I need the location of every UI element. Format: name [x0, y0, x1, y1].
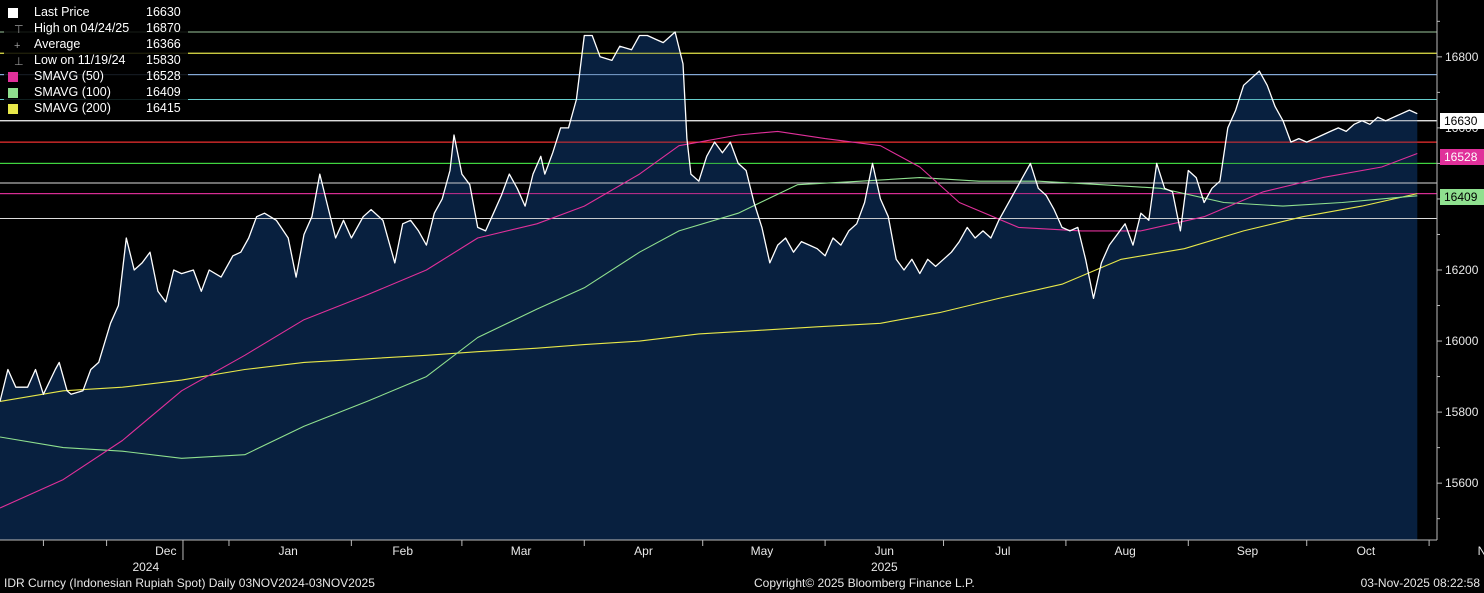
smavg-50-tag: 16528: [1440, 149, 1484, 165]
y-tick-label: 16200: [1445, 263, 1479, 277]
legend-label: Last Price: [34, 5, 90, 19]
x-tick-label: Feb: [392, 544, 413, 558]
legend-label: SMAVG (50): [34, 69, 104, 83]
x-tick-label: Apr: [634, 544, 653, 558]
legend-entry-high: ⊤ High on 04/24/25 16870: [4, 20, 188, 36]
x-axis: Dec Jan Feb Mar Apr May Jun Jul Aug Sep Oct Nov 2024…: [42, 540, 1484, 574]
footer-description: IDR Curncy (Indonesian Rupiah Spot) Dail…: [4, 576, 375, 590]
legend-entry-last-price: Last Price 16630: [4, 4, 188, 20]
legend-label: SMAVG (100): [34, 85, 111, 99]
x-tick-label: Mar: [511, 544, 532, 558]
legend-label: Low on 11/19/24: [34, 53, 126, 67]
x-tick-label: Jul: [995, 544, 1010, 558]
legend-value: 16870: [146, 21, 181, 35]
high-marker-icon: ⊤: [14, 24, 24, 36]
green-square-icon: [8, 86, 18, 98]
legend-value: 16366: [146, 37, 181, 51]
smavg-100-tag: 16409: [1440, 189, 1484, 205]
legend-value: 15830: [146, 53, 181, 67]
last-price-line: [0, 31, 1418, 402]
low-marker-icon: ⊥: [14, 56, 24, 68]
legend-label: High on 04/24/25: [34, 21, 130, 35]
legend-entry-average: + Average 16366: [4, 36, 188, 52]
legend-entry-smavg-50: SMAVG (50) 16528: [4, 68, 188, 84]
white-square-icon: [8, 6, 18, 18]
magenta-square-icon: [8, 70, 18, 82]
legend-label: Average: [34, 37, 81, 51]
year-label: 2024: [132, 560, 159, 574]
x-tick-label: Jan: [279, 544, 298, 558]
smavg-100-line: [0, 177, 1418, 459]
legend: Last Price 16630 ⊤ High on 04/24/25 1687…: [4, 4, 188, 116]
x-tick-label: Oct: [1357, 544, 1376, 558]
legend-value: 16415: [146, 101, 181, 115]
y-tick-label: 16000: [1445, 334, 1479, 348]
x-tick-label: Jun: [875, 544, 894, 558]
x-tick-label: Nov: [1478, 544, 1484, 558]
average-marker-icon: +: [14, 40, 21, 52]
x-tick-label: Sep: [1237, 544, 1259, 558]
last-price-area: [0, 32, 1418, 540]
legend-value: 16528: [146, 69, 181, 83]
y-tick-label: 16800: [1445, 50, 1479, 64]
year-label: 2025: [871, 560, 898, 574]
series-layer: [0, 31, 1437, 540]
y-tick-label: 15800: [1445, 405, 1479, 419]
last-price-tag: 16630: [1440, 113, 1484, 129]
smavg-200-line: [0, 193, 1418, 402]
legend-entry-smavg-200: SMAVG (200) 16415: [4, 100, 188, 116]
legend-label: SMAVG (200): [34, 101, 111, 115]
smavg-50-line: [0, 130, 1418, 509]
y-tick-label: 15600: [1445, 476, 1479, 490]
yellow-square-icon: [8, 102, 18, 114]
legend-entry-low: ⊥ Low on 11/19/24 15830: [4, 52, 188, 68]
y-axis: 15600158001600016200164001660016800: [1437, 20, 1479, 520]
x-tick-label: May: [751, 544, 774, 558]
footer-timestamp: 03-Nov-2025 08:22:58: [1360, 576, 1480, 590]
legend-value: 16630: [146, 5, 181, 19]
legend-value: 16409: [146, 85, 181, 99]
x-tick-label: Aug: [1114, 544, 1135, 558]
x-tick-label: Dec: [155, 544, 176, 558]
footer-copyright: Copyright© 2025 Bloomberg Finance L.P.: [754, 576, 975, 590]
legend-entry-smavg-100: SMAVG (100) 16409: [4, 84, 188, 100]
